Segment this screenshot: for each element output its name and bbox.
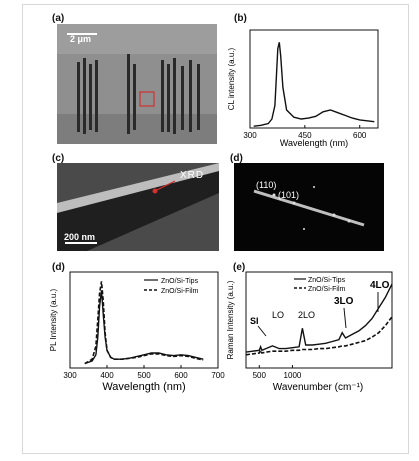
raman-legend-tips-label: ZnO/Si-Tips — [308, 277, 346, 284]
cl-chart-svg: 300 450 600 Wavelength (nm) CL intensity (… — [227, 29, 379, 148]
tem-image — [57, 163, 219, 251]
cl-series-line — [253, 42, 375, 127]
raman-peak-label-2lo: 2LO — [298, 310, 315, 320]
raman-peak-label-4lo: 4LO — [370, 280, 390, 291]
raman-y-axis-label: Raman Intensity (a.u.) — [226, 280, 235, 359]
sem-image — [57, 24, 217, 144]
panel-label-d-saed: (d) — [230, 153, 243, 164]
raman-series-tips-line — [245, 283, 393, 353]
cl-plot-frame — [249, 29, 379, 129]
pl-x-tick-label: 400 — [100, 371, 114, 380]
pl-x-tick-label: 700 — [211, 371, 225, 380]
tem-scalebar-label: 200 nm — [64, 232, 96, 242]
saed-pattern-graphic — [234, 163, 384, 251]
sem-image-graphic — [57, 24, 217, 144]
panel-label-a: (a) — [52, 13, 65, 24]
saed-pattern — [234, 163, 384, 251]
pl-legend-tips-label: ZnO/Si-Tips — [161, 278, 199, 285]
pl-x-ticks: 300 400 500 600 700 — [63, 365, 225, 380]
raman-peak-label-3lo: 3LO — [334, 296, 354, 307]
raman-legend-film-label: ZnO/Si-Film — [308, 286, 346, 293]
cl-x-tick-label: 600 — [353, 131, 367, 140]
raman-chart-svg: 500 1000 ZnO/Si-Tips ZnO/Si-Film SI LO 2L… — [226, 271, 393, 393]
panel-label-c: (c) — [52, 153, 65, 164]
pl-chart: 300 400 500 600 700 ZnO/Si-Tips ZnO/Si-Film … — [44, 266, 226, 394]
tem-annotation-xrd: XRD — [180, 170, 205, 181]
raman-peak-label-lo: LO — [272, 310, 284, 320]
cl-x-axis-label: Wavelength (nm) — [280, 138, 348, 148]
raman-chart: 500 1000 ZnO/Si-Tips ZnO/Si-Film SI LO 2L… — [222, 266, 398, 394]
pl-y-axis-label: PL Intensity (a.u.) — [49, 288, 58, 351]
raman-peak-label-si: SI — [250, 316, 259, 326]
panel-label-d-pl: (d) — [52, 262, 65, 273]
panel-label-b: (b) — [234, 13, 247, 24]
pl-chart-svg: 300 400 500 600 700 ZnO/Si-Tips ZnO/Si-Film … — [49, 271, 225, 393]
cl-chart: 300 450 600 Wavelength (nm) CL intensity (… — [220, 22, 390, 150]
pl-legend-film-label: ZnO/Si-Film — [161, 288, 199, 295]
cl-x-ticks: 300 450 600 — [243, 125, 367, 140]
saed-spot-110: (110) — [256, 180, 277, 190]
pl-series-tips-line — [84, 290, 204, 365]
sem-scalebar-label: 2 μm — [70, 34, 92, 44]
pl-x-tick-label: 600 — [174, 371, 188, 380]
raman-series-film-line — [245, 316, 393, 356]
pl-x-tick-label: 500 — [137, 371, 151, 380]
raman-plot-frame — [245, 271, 393, 369]
raman-x-ticks: 500 1000 — [253, 365, 302, 380]
raman-peak-arrow-3lo — [343, 307, 347, 329]
raman-peak-arrow-si — [257, 325, 267, 337]
cl-x-tick-label: 450 — [298, 131, 312, 140]
cl-x-tick-label: 300 — [243, 131, 257, 140]
pl-x-tick-label: 300 — [63, 371, 77, 380]
raman-x-axis-label: Wavenumber (cm⁻¹) — [273, 382, 363, 393]
pl-series-film-line — [84, 281, 204, 365]
pl-x-axis-label: Wavelength (nm) — [102, 381, 185, 393]
cl-y-axis-label: CL intensity (a.u.) — [227, 47, 236, 110]
tem-image-graphic — [57, 163, 219, 251]
pl-plot-frame — [69, 271, 219, 369]
raman-x-tick-label: 1000 — [284, 371, 302, 380]
raman-x-tick-label: 500 — [253, 371, 267, 380]
panel-label-e: (e) — [233, 262, 246, 273]
saed-spot-101: (101) — [278, 190, 300, 200]
